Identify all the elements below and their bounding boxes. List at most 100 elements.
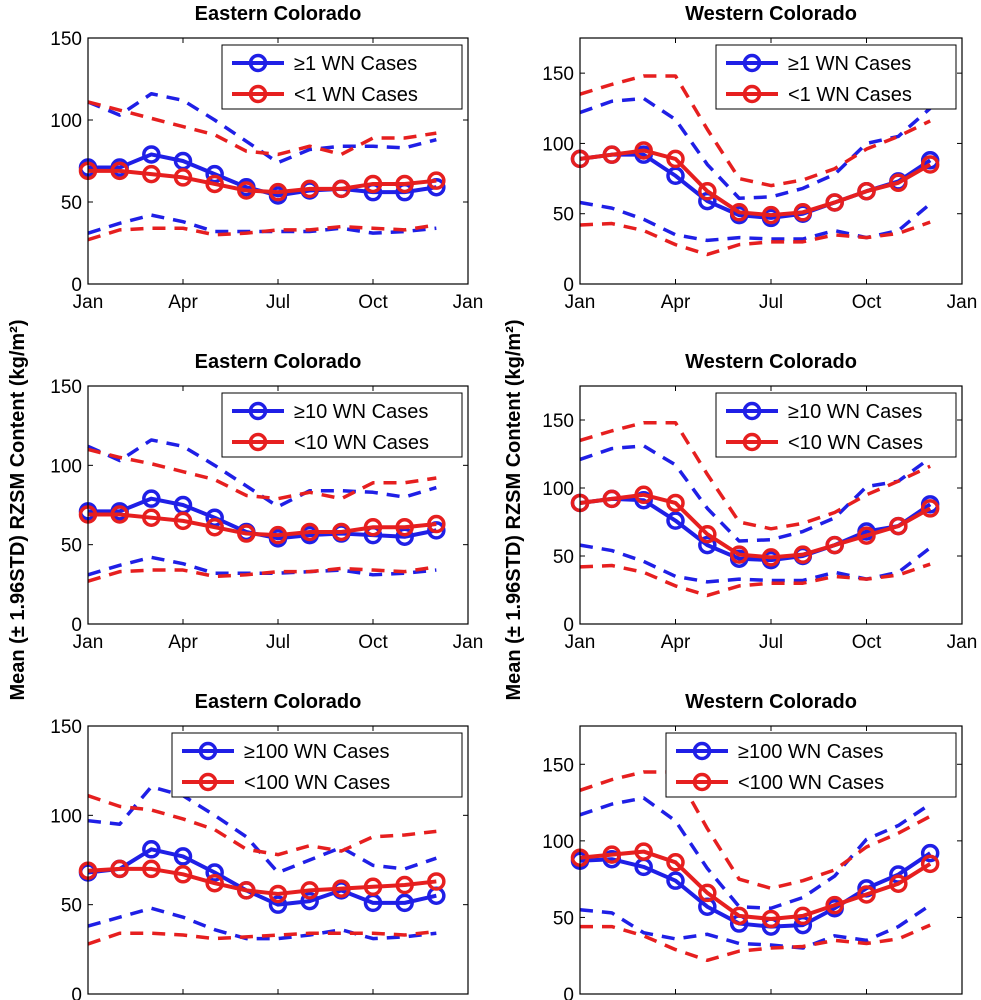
data-point <box>793 203 813 222</box>
data-point <box>602 489 622 509</box>
data-point <box>825 193 844 212</box>
data-point <box>268 884 288 904</box>
panel-title: Eastern Colorado <box>195 691 362 713</box>
series-line-6 <box>579 220 931 257</box>
data-point <box>110 161 129 181</box>
data-point <box>237 181 256 200</box>
legend-box <box>171 732 463 798</box>
x-tick-label: Jan <box>565 292 596 313</box>
x-tick-label: Jan <box>947 632 978 653</box>
series-line-6 <box>87 223 437 242</box>
data-point <box>698 883 717 903</box>
data-point <box>666 166 685 186</box>
x-tick-label: Apr <box>168 292 198 313</box>
data-point <box>666 871 685 890</box>
data-point <box>427 171 446 190</box>
data-point <box>698 524 717 544</box>
data-point <box>857 526 876 545</box>
series-line-2 <box>88 512 437 538</box>
data-point <box>889 173 908 193</box>
data-point <box>395 875 414 895</box>
legend-label: ≥1 WN Cases <box>294 53 417 75</box>
series-line-5 <box>87 794 437 857</box>
y-tick-label: 100 <box>50 456 82 477</box>
data-point <box>395 527 414 546</box>
panel-title: Western Colorado <box>685 3 857 25</box>
x-tick-label: Jan <box>73 632 104 653</box>
series-line-3 <box>579 796 932 910</box>
series-line-3 <box>579 96 932 201</box>
y-tick-label: 50 <box>61 536 82 557</box>
data-point <box>602 145 622 164</box>
data-point <box>332 179 351 199</box>
data-point <box>142 489 161 508</box>
data-point <box>300 891 319 911</box>
x-tick-label: Oct <box>852 292 882 313</box>
data-point <box>825 895 844 915</box>
y-tick-label: 150 <box>542 411 574 432</box>
data-point <box>920 854 940 874</box>
data-point <box>237 881 256 900</box>
legend-box <box>665 732 957 798</box>
y-tick-label: 150 <box>542 755 574 776</box>
x-tick-label: Jan <box>565 632 596 653</box>
legend: ≥10 WN Cases <10 WN Cases <box>715 392 957 458</box>
panel-title: Western Colorado <box>685 691 857 713</box>
data-point <box>761 548 781 567</box>
data-point <box>205 863 224 882</box>
data-point <box>427 521 446 540</box>
data-point <box>332 522 351 542</box>
x-tick-label: Oct <box>358 292 388 313</box>
data-point <box>857 885 876 904</box>
legend: ≥1 WN Cases <1 WN Cases <box>715 44 957 110</box>
legend-label: <10 WN Cases <box>294 432 429 454</box>
x-tick-label: Apr <box>661 632 691 653</box>
data-point <box>666 493 685 513</box>
data-point <box>729 906 749 926</box>
data-point <box>363 174 383 194</box>
data-point <box>173 865 193 884</box>
series-line-3 <box>87 784 437 875</box>
data-point <box>205 174 224 194</box>
data-point <box>142 840 161 859</box>
panel-title: Eastern Colorado <box>195 351 362 373</box>
data-point <box>634 490 653 510</box>
panel-5: Eastern ColoradoJanAprJulOctJan050100150… <box>50 691 469 1000</box>
data-point <box>666 853 685 872</box>
data-point <box>173 511 193 531</box>
legend-label: ≥10 WN Cases <box>788 401 922 423</box>
y-tick-label: 100 <box>542 134 574 155</box>
data-point <box>395 893 414 913</box>
legend: ≥1 WN Cases <1 WN Cases <box>221 44 463 110</box>
x-tick-label: Oct <box>358 632 388 653</box>
x-tick-label: Jul <box>266 632 290 653</box>
x-tick-label: Jul <box>759 292 783 313</box>
data-point <box>268 895 288 914</box>
y-axis-label-right: Mean (± 1.96STD) RZSM Content (kg/m²) <box>503 320 525 701</box>
data-point <box>634 842 653 861</box>
legend: ≥100 WN Cases <100 WN Cases <box>171 732 463 798</box>
y-tick-label: 0 <box>71 985 82 1000</box>
data-point <box>427 872 446 891</box>
series-line-2 <box>87 866 437 896</box>
y-tick-label: 150 <box>50 377 82 398</box>
legend-swatch-marker <box>692 772 712 792</box>
x-tick-label: Jul <box>759 632 783 653</box>
legend-swatch-marker <box>742 84 762 104</box>
x-tick-label: Jan <box>453 632 484 653</box>
y-tick-label: 150 <box>50 29 82 50</box>
y-tick-label: 150 <box>542 64 574 85</box>
legend-label: <100 WN Cases <box>244 772 390 794</box>
x-tick-label: Apr <box>168 632 198 653</box>
data-point <box>363 877 383 897</box>
legend-label: ≥100 WN Cases <box>738 741 883 763</box>
data-point <box>698 181 717 201</box>
data-point <box>142 164 161 184</box>
data-point <box>268 182 288 202</box>
y-tick-label: 50 <box>553 205 574 226</box>
data-point <box>857 181 876 201</box>
data-point <box>363 517 383 537</box>
